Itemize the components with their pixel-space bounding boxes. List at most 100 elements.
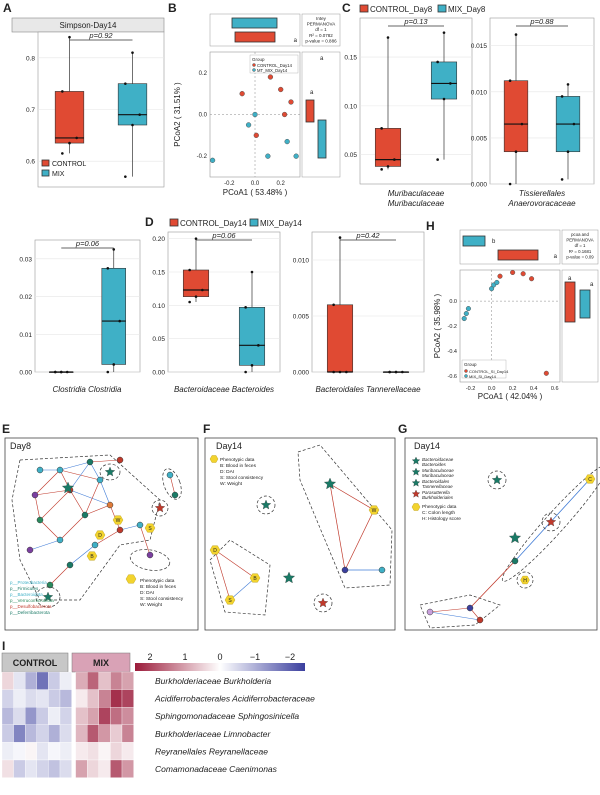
x-tick-label: 0.0 — [251, 181, 260, 187]
legend-label: MIX_Day8 — [448, 5, 486, 14]
x-tick-label: 0.6 — [551, 386, 559, 392]
network-edge — [34, 489, 71, 496]
data-point — [394, 370, 398, 374]
heatmap-row-label: Acidiferrobacterales Acidiferrobacterace… — [154, 694, 315, 704]
data-point — [449, 82, 452, 85]
stat-line: p-value = 0.886 — [305, 38, 337, 43]
network-edge — [329, 483, 375, 511]
phylum-legend-label: p__Desulfobacterota — [10, 604, 52, 609]
panel-letter-F: F — [203, 422, 210, 436]
phenotype-node-label: B — [253, 576, 257, 582]
taxon-node — [341, 566, 349, 574]
y-tick-label: 0.000 — [293, 370, 310, 377]
scatter-point-control — [543, 370, 549, 376]
network-edge — [514, 478, 591, 562]
phylum-legend-label: p__Deferribacterota — [10, 610, 50, 615]
taxon-legend-label: Parasutterella — [422, 490, 450, 495]
data-point — [572, 122, 576, 126]
taxon-legend-label: Bacteroides — [422, 462, 447, 467]
stat-line: df = 1 — [315, 27, 327, 32]
legend-label: CONTROL — [52, 161, 86, 168]
box-CONTROL_Day14 — [182, 269, 210, 297]
phenotype-node-label: W — [116, 518, 121, 524]
phenotype-legend-label: Phenotypic data — [422, 504, 457, 510]
legend-label: CONTROL_SI_Day14 — [469, 369, 509, 374]
taxon-node — [66, 561, 74, 569]
phenotype-node — [125, 574, 137, 584]
marginal-box-mix — [231, 17, 278, 29]
stat-line: Intey — [316, 16, 327, 21]
y-tick-label: -0.2 — [448, 324, 457, 330]
data-point — [188, 300, 191, 304]
network-title: Day14 — [414, 441, 440, 451]
box-MIX — [117, 83, 148, 126]
phenotype-legend-label: S: Stool consistency — [140, 596, 184, 602]
taxon-node — [81, 511, 89, 519]
scatter-point-mix — [252, 111, 258, 118]
data-point — [68, 141, 71, 145]
taxon-legend-label: Muribaculaceae — [422, 473, 454, 478]
taxon-star — [154, 502, 166, 513]
heatmap-row-label: Reyranellales Reyranellaceae — [155, 746, 268, 756]
data-point — [250, 270, 254, 274]
phenotype-legend-label: Phenotypic data — [140, 578, 175, 584]
y-tick-label: 0.10 — [152, 303, 165, 310]
taxon-star-legend — [411, 478, 421, 487]
taxon-star — [508, 531, 522, 544]
taxon-node — [136, 521, 144, 529]
data-point — [380, 127, 383, 130]
x-axis-label: Tissierellales — [519, 189, 565, 198]
heatmap-cell — [25, 724, 37, 743]
heatmap-cell — [1, 742, 14, 761]
taxon-node — [31, 491, 39, 499]
data-point — [188, 268, 191, 272]
heatmap-cell — [48, 707, 61, 725]
y-tick-label: 0.01 — [19, 332, 32, 339]
data-point — [514, 150, 518, 154]
marginal-letter: a — [590, 282, 594, 288]
scale-tick-label: 2 — [147, 652, 152, 662]
y-tick-label: 0.8 — [26, 55, 35, 62]
box-MIX_Day14 — [238, 307, 266, 366]
x-axis-label: Muribaculaceae — [388, 199, 445, 208]
data-point — [59, 370, 63, 374]
p-value: p=0.06 — [75, 239, 100, 248]
heatmap-cell — [98, 742, 111, 761]
stats-box — [561, 229, 599, 265]
p-value: p=0.92 — [88, 31, 113, 40]
box-CONTROL — [54, 91, 85, 144]
legend-label: CONTROL_Day14 — [180, 219, 247, 228]
x-tick-label: -0.2 — [466, 386, 475, 392]
scatter-point-control — [267, 74, 274, 80]
panel-letter-E: E — [2, 422, 10, 436]
panel-letter-A: A — [3, 1, 12, 15]
scatter-point-mix — [284, 138, 290, 145]
network-edge — [344, 509, 375, 571]
data-point — [560, 178, 564, 181]
y-axis-label: PCoA2 ( 31.51% ) — [173, 82, 182, 147]
data-point — [75, 136, 78, 140]
y-tick-label: 0.02 — [19, 294, 32, 301]
heatmap-cell — [87, 689, 99, 708]
color-scale-bar — [135, 663, 305, 671]
marginal-box-control — [564, 281, 576, 323]
heatmap-cell — [87, 742, 99, 761]
taxon-node — [476, 616, 484, 624]
legend-dot — [252, 63, 256, 67]
scatter-point-mix — [461, 315, 467, 322]
data-point — [338, 370, 342, 374]
legend-label: MIX_SI_Day14 — [469, 374, 497, 379]
x-tick-label: 0.4 — [530, 386, 538, 392]
box-CONTROL_Day14 — [326, 304, 354, 373]
network-edge — [169, 474, 176, 496]
data-point — [138, 113, 141, 116]
network-frame — [204, 437, 396, 631]
heatmap-cell — [25, 671, 37, 690]
heatmap-cell — [36, 689, 49, 708]
heatmap-cell — [121, 671, 134, 690]
taxon-node — [378, 566, 386, 574]
data-point — [566, 83, 570, 86]
phenotype-node — [584, 474, 596, 484]
data-point — [131, 123, 134, 127]
legend-key — [41, 159, 50, 167]
